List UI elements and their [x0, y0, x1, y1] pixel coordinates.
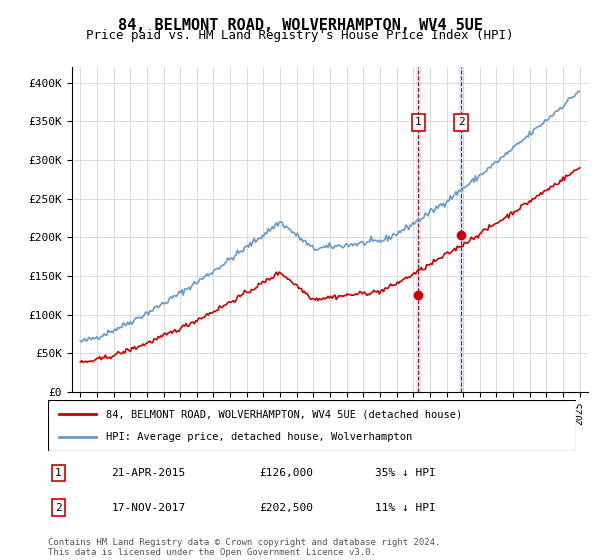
- Text: 2: 2: [458, 118, 464, 128]
- Text: 17-NOV-2017: 17-NOV-2017: [112, 503, 185, 513]
- Text: 84, BELMONT ROAD, WOLVERHAMPTON, WV4 5UE: 84, BELMONT ROAD, WOLVERHAMPTON, WV4 5UE: [118, 18, 482, 33]
- Text: 1: 1: [55, 468, 62, 478]
- Bar: [459, 67, 463, 392]
- Bar: [416, 67, 420, 392]
- Text: 11% ↓ HPI: 11% ↓ HPI: [376, 503, 436, 513]
- FancyBboxPatch shape: [48, 400, 576, 451]
- Text: 35% ↓ HPI: 35% ↓ HPI: [376, 468, 436, 478]
- Text: HPI: Average price, detached house, Wolverhampton: HPI: Average price, detached house, Wolv…: [106, 432, 412, 442]
- Text: £202,500: £202,500: [259, 503, 313, 513]
- Text: Price paid vs. HM Land Registry's House Price Index (HPI): Price paid vs. HM Land Registry's House …: [86, 29, 514, 42]
- Text: 21-APR-2015: 21-APR-2015: [112, 468, 185, 478]
- Text: 84, BELMONT ROAD, WOLVERHAMPTON, WV4 5UE (detached house): 84, BELMONT ROAD, WOLVERHAMPTON, WV4 5UE…: [106, 409, 463, 419]
- Text: 2: 2: [55, 503, 62, 513]
- Text: 1: 1: [415, 118, 422, 128]
- Text: £126,000: £126,000: [259, 468, 313, 478]
- Text: Contains HM Land Registry data © Crown copyright and database right 2024.
This d: Contains HM Land Registry data © Crown c…: [48, 538, 440, 557]
